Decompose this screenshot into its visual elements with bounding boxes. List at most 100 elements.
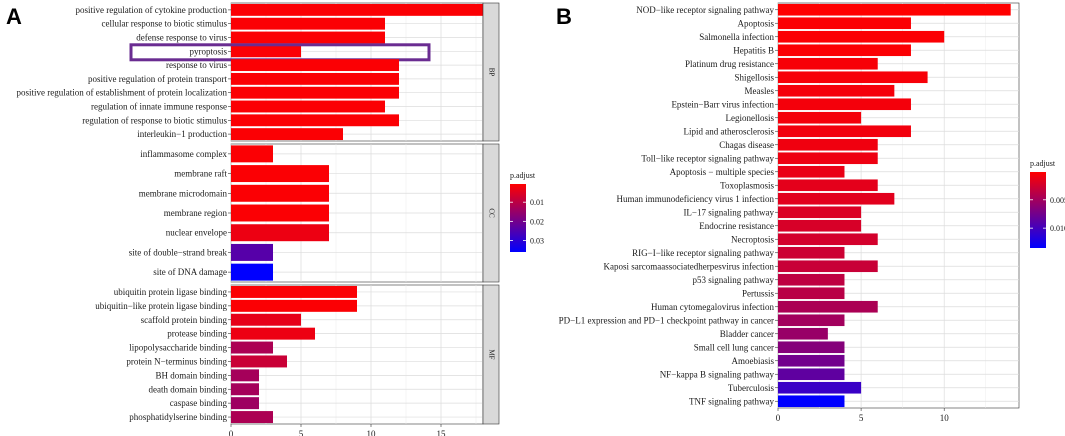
y-tick-label-inflammasome-complex: inflammasome complex (140, 149, 227, 159)
bar-small-cell-lung-cancer[interactable]: Small cell lung cancer: 4 (778, 341, 845, 354)
bar-lipid-and-atherosclerosis[interactable]: Lipid and atherosclerosis: 8 (778, 125, 911, 138)
bar-human-cytomegalovirus-infection[interactable]: Human cytomegalovirus infection: 6 (778, 300, 878, 313)
bar-membrane-microdomain[interactable]: membrane microdomain: 7 (231, 184, 329, 202)
facet-label-cc: CC (487, 208, 495, 218)
bar-regulation-of-response-to-biotic-stimulus[interactable]: regulation of response to biotic stimulu… (231, 114, 399, 127)
y-tick-label-positive-regulation-of-cytokine-production: positive regulation of cytokine producti… (76, 5, 228, 15)
y-tick-label-pertussis: Pertussis (742, 288, 775, 298)
bar-defense-response-to-virus[interactable]: defense response to virus: 11 (231, 31, 385, 44)
legend-tick-label: 0.03 (530, 237, 544, 246)
bar-inflammasome-complex[interactable]: inflammasome complex: 3 (231, 145, 273, 163)
y-tick-label-response-to-virus: response to virus (166, 60, 227, 70)
bar-measles[interactable]: Measles: 7 (778, 84, 895, 97)
bar-caspase-binding[interactable]: caspase binding: 2 (231, 397, 259, 410)
y-tick-label-lipopolysaccharide-binding: lipopolysaccharide binding (129, 343, 227, 353)
bar-epstein-barr-virus-infection[interactable]: Epstein−Barr virus infection: 8 (778, 98, 911, 111)
y-tick-label-nf-kappa-b-signaling-pathway: NF−kappa B signaling pathway (660, 369, 775, 379)
bar-death-domain-binding[interactable]: death domain binding: 2 (231, 383, 259, 396)
bar-chagas-disease[interactable]: Chagas disease: 6 (778, 138, 878, 151)
y-tick-label-ubiquitin-protein-ligase-binding: ubiquitin protein ligase binding (114, 287, 228, 297)
y-tick-label-rig-i-like-receptor-signaling-pathway: RIG−I−like receptor signaling pathway (632, 248, 774, 258)
y-tick-label-chagas-disease: Chagas disease (719, 140, 774, 150)
bar-positive-regulation-of-establishment-of-protein-localization[interactable]: positive regulation of establishment of … (231, 86, 399, 99)
y-tick-label-platinum-drug-resistance: Platinum drug resistance (685, 59, 774, 69)
x-tick-label-5: 5 (299, 429, 304, 436)
bar-membrane-raft[interactable]: membrane raft: 7 (231, 165, 329, 183)
bar-bh-domain-binding[interactable]: BH domain binding: 2 (231, 369, 259, 382)
bar-lipopolysaccharide-binding[interactable]: lipopolysaccharide binding: 3 (231, 341, 273, 354)
y-tick-label-p53-signaling-pathway: p53 signaling pathway (693, 275, 775, 285)
y-tick-label-il-17-signaling-pathway: IL−17 signaling pathway (683, 207, 774, 217)
bar-ubiquitin-protein-ligase-binding[interactable]: ubiquitin protein ligase binding: 9 (231, 285, 357, 298)
facet-cc: inflammasome complex: 3 inflammasome comp… (129, 143, 500, 283)
bar-nuclear-envelope[interactable]: nuclear envelope: 7 (231, 224, 329, 242)
y-tick-label-shigellosis: Shigellosis (734, 72, 774, 82)
bar-interleukin-1-production[interactable]: interleukin−1 production: 8 (231, 128, 343, 141)
y-tick-label-protein-n-terminus-binding: protein N−terminus binding (126, 356, 227, 366)
bar-cellular-response-to-biotic-stimulus[interactable]: cellular response to biotic stimulus: 11 (231, 17, 385, 30)
panel-background (777, 2, 1020, 409)
facet-bp: positive regulation of cytokine producti… (17, 2, 500, 142)
chart-b-kegg-enrichment: NOD−like receptor signaling pathway: 14 N… (559, 2, 1065, 423)
legend-title: p.adjust (510, 171, 536, 180)
bar-il-17-signaling-pathway[interactable]: IL−17 signaling pathway: 5 (778, 206, 862, 219)
bar-protease-binding[interactable]: protease binding: 6 (231, 327, 315, 340)
bar-scaffold-protein-binding[interactable]: scaffold protein binding: 5 (231, 313, 301, 326)
bar-hepatitis-b[interactable]: Hepatitis B: 8 (778, 44, 911, 57)
y-tick-label-phosphatidylserine-binding: phosphatidylserine binding (129, 412, 227, 422)
bar-apoptosis[interactable]: Apoptosis: 8 (778, 17, 911, 30)
bar-site-of-double-strand-break[interactable]: site of double−strand break: 3 (231, 243, 273, 261)
bar-tnf-signaling-pathway[interactable]: TNF signaling pathway: 4 (778, 395, 845, 408)
x-tick-label-10: 10 (940, 413, 950, 423)
bar-p53-signaling-pathway[interactable]: p53 signaling pathway: 4 (778, 273, 845, 286)
bar-rig-i-like-receptor-signaling-pathway[interactable]: RIG−I−like receptor signaling pathway: 4 (778, 246, 845, 259)
bar-pd-l1-expression-and-pd-1-checkpoint-pathway-in-cancer[interactable]: PD−L1 expression and PD−1 checkpoint pat… (778, 314, 845, 327)
facet-label-mf: MF (487, 349, 495, 359)
legend-colorbar (1030, 172, 1046, 248)
bar-positive-regulation-of-cytokine-production[interactable]: positive regulation of cytokine producti… (231, 3, 483, 16)
y-tick-label-site-of-double-strand-break: site of double−strand break (129, 247, 228, 257)
bar-protein-n-terminus-binding[interactable]: protein N−terminus binding: 4 (231, 355, 287, 368)
bar-regulation-of-innate-immune-response[interactable]: regulation of innate immune response: 11 (231, 100, 385, 113)
bar-salmonella-infection[interactable]: Salmonella infection: 10 (778, 30, 945, 43)
bar-necroptosis[interactable]: Necroptosis: 6 (778, 233, 878, 246)
y-tick-label-regulation-of-response-to-biotic-stimulus: regulation of response to biotic stimulu… (82, 115, 227, 125)
bar-membrane-region[interactable]: membrane region: 7 (231, 204, 329, 222)
bar-endocrine-resistance[interactable]: Endocrine resistance: 5 (778, 219, 862, 232)
x-tick-label-0: 0 (229, 429, 234, 436)
legend-title: p.adjust (1030, 159, 1056, 168)
bar-amoebiasis[interactable]: Amoebiasis: 4 (778, 354, 845, 367)
bar-tuberculosis[interactable]: Tuberculosis: 5 (778, 381, 862, 394)
bar-ubiquitin-like-protein-ligase-binding[interactable]: ubiquitin−like protein ligase binding: 9 (231, 299, 357, 312)
x-tick-label-5: 5 (859, 413, 864, 423)
bar-shigellosis[interactable]: Shigellosis: 9 (778, 71, 928, 84)
bar-nf-kappa-b-signaling-pathway[interactable]: NF−kappa B signaling pathway: 4 (778, 368, 845, 381)
y-tick-label-cellular-response-to-biotic-stimulus: cellular response to biotic stimulus (102, 19, 228, 29)
bar-apoptosis-multiple-species[interactable]: Apoptosis − multiple species: 4 (778, 165, 845, 178)
bar-pyroptosis[interactable]: pyroptosis: 5 (231, 45, 301, 58)
bar-pertussis[interactable]: Pertussis: 4 (778, 287, 845, 300)
facet-mf: ubiquitin protein ligase binding: 9ubiqu… (95, 284, 500, 425)
legend-colorbar (510, 184, 526, 252)
bar-phosphatidylserine-binding[interactable]: phosphatidylserine binding: 3 (231, 411, 273, 424)
bar-positive-regulation-of-protein-transport[interactable]: positive regulation of protein transport… (231, 72, 399, 85)
y-tick-label-human-cytomegalovirus-infection: Human cytomegalovirus infection (651, 302, 774, 312)
bar-bladder-cancer[interactable]: Bladder cancer: 3 (778, 327, 828, 340)
y-tick-label-measles: Measles (745, 86, 775, 96)
bar-site-of-dna-damage[interactable]: site of DNA damage: 3 (231, 263, 273, 281)
y-tick-label-amoebiasis: Amoebiasis (732, 356, 775, 366)
x-tick-label-0: 0 (776, 413, 781, 423)
legend-tick-label: 0.02 (530, 217, 544, 226)
bar-toxoplasmosis[interactable]: Toxoplasmosis: 6 (778, 179, 878, 192)
y-tick-label-human-immunodeficiency-virus-1-infection: Human immunodeficiency virus 1 infection (617, 194, 775, 204)
y-tick-label-necroptosis: Necroptosis (731, 234, 774, 244)
y-tick-label-protease-binding: protease binding (167, 329, 227, 339)
y-tick-label-nod-like-receptor-signaling-pathway: NOD−like receptor signaling pathway (636, 5, 774, 15)
bar-nod-like-receptor-signaling-pathway[interactable]: NOD−like receptor signaling pathway: 14 (778, 3, 1011, 16)
bar-kaposi-sarcomaassociatedherpesvirus-infection[interactable]: Kaposi sarcomaassociatedherpesvirus infe… (778, 260, 878, 273)
bar-response-to-virus[interactable]: response to virus: 12 (231, 59, 399, 72)
bar-human-immunodeficiency-virus-1-infection[interactable]: Human immunodeficiency virus 1 infection… (778, 192, 895, 205)
bar-platinum-drug-resistance[interactable]: Platinum drug resistance: 6 (778, 57, 878, 70)
bar-toll-like-receptor-signaling-pathway[interactable]: Toll−like receptor signaling pathway: 6 (778, 152, 878, 165)
bar-legionellosis[interactable]: Legionellosis: 5 (778, 111, 862, 124)
